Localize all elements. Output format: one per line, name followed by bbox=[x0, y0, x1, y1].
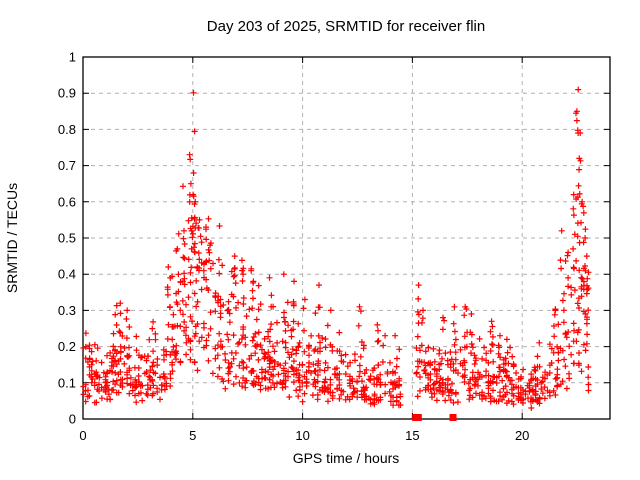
x-axis-label: GPS time / hours bbox=[293, 450, 400, 466]
x-tick-label: 0 bbox=[79, 428, 86, 443]
plot-border bbox=[82, 56, 611, 420]
x-tick-labels: 0 5 10 15 20 bbox=[79, 428, 529, 443]
scatter-points bbox=[80, 86, 592, 421]
y-tick-label: 0.9 bbox=[58, 86, 76, 101]
y-tick-label: 0.4 bbox=[58, 267, 76, 282]
y-axis-label: SRMTID / TECUs bbox=[4, 183, 20, 293]
flagged-epoch-square bbox=[449, 414, 457, 421]
y-tick-labels: 0 0.1 0.2 0.3 0.4 0.5 0.6 0.7 0.8 0.9 1 bbox=[58, 50, 76, 427]
x-tick-label: 20 bbox=[515, 428, 529, 443]
y-tick-label: 0 bbox=[69, 412, 76, 427]
axis-ticks bbox=[82, 56, 610, 420]
y-tick-label: 0.6 bbox=[58, 194, 76, 209]
x-tick-label: 5 bbox=[189, 428, 196, 443]
y-tick-label: 0.8 bbox=[58, 122, 76, 137]
chart-title: Day 203 of 2025, SRMTID for receiver fli… bbox=[207, 18, 485, 35]
y-tick-label: 0.5 bbox=[58, 231, 76, 246]
x-tick-label: 10 bbox=[295, 428, 309, 443]
y-tick-label: 0.1 bbox=[58, 375, 76, 390]
y-tick-label: 0.7 bbox=[58, 158, 76, 173]
y-tick-label: 0.3 bbox=[58, 303, 76, 318]
grid-lines bbox=[83, 57, 610, 419]
y-tick-label: 1 bbox=[69, 50, 76, 65]
x-tick-label: 15 bbox=[405, 428, 419, 443]
flagged-epoch-square bbox=[414, 414, 422, 421]
y-tick-label: 0.2 bbox=[58, 339, 76, 354]
srmtid-plus-markers bbox=[80, 86, 592, 411]
